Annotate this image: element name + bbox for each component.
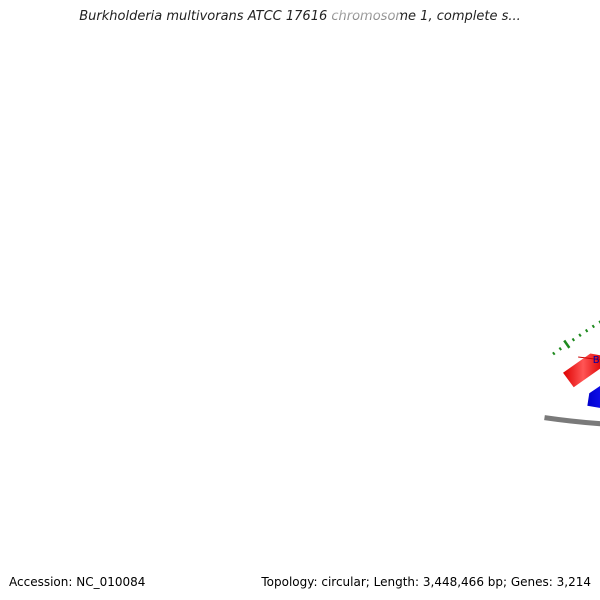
label-leader-line: [578, 356, 600, 361]
map-title: Burkholderia multivorans ATCC 17616 chro…: [79, 9, 521, 24]
top-fade: [330, 0, 400, 40]
feature-labels: Bmul_0871Bmul_0872fabGBmul_0874Bmul_0875…: [578, 355, 600, 366]
minor-tick: [584, 328, 589, 333]
gene-label[interactable]: Bmul_0872: [593, 355, 600, 366]
accession-text: Accession: NC_010084: [9, 575, 146, 589]
minor-tick: [552, 351, 556, 356]
genome-stats-text: Topology: circular; Length: 3,448,466 bp…: [261, 575, 591, 589]
major-tick: [563, 339, 571, 349]
feature-track: [563, 353, 600, 408]
outer-tick-ring: [552, 320, 600, 356]
minor-tick: [571, 337, 576, 342]
minor-tick: [578, 333, 582, 337]
gene-feature-bmul_0871[interactable]: [563, 353, 600, 388]
minor-tick: [591, 324, 595, 329]
gene-feature[interactable]: [587, 369, 600, 408]
minor-tick: [558, 347, 562, 351]
